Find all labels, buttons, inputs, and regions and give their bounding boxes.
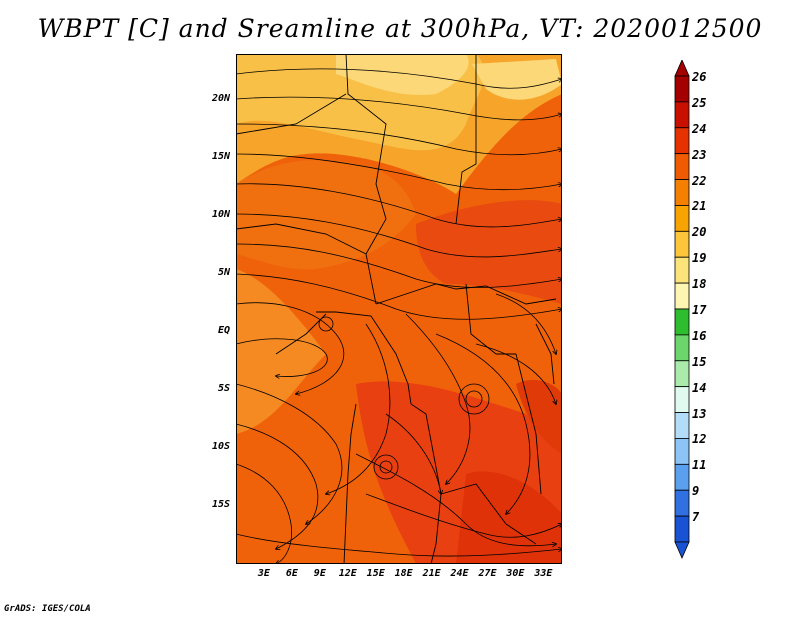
lon-tick-label: 24E [450,568,469,579]
colorbar-label: 12 [692,432,707,447]
lat-tick-label: 20N [211,93,230,105]
colorbar-swatch [674,438,690,465]
lat-tick-label: 15S [211,499,230,511]
map-canvas [236,54,562,564]
colorbar-top-arrow [674,60,690,77]
colorbar [674,60,690,559]
map-frame [236,54,562,564]
colorbar-label: 7 [692,510,700,525]
colorbar-label: 21 [692,199,707,214]
colorbar-label: 9 [692,484,700,499]
wbpt-band-23 [416,200,562,304]
colorbar-swatch [674,127,690,155]
colorbar-label: 19 [692,251,707,266]
lon-tick-label: 12E [338,568,357,579]
colorbar-swatch [674,230,690,258]
colorbar-swatch [674,489,690,517]
wbpt-band-19 [336,54,469,95]
wbpt-band-22 [236,160,416,270]
lat-tick-label: 15N [211,151,230,163]
colorbar-label: 23 [692,147,707,162]
colorbar-swatch [674,515,690,543]
country-borders [236,54,557,564]
lon-tick-label: 30E [506,568,525,579]
footer-credit: GrADS: IGES/COLA [4,604,91,614]
lon-tick-label: 9E [313,568,326,579]
lon-tick-label: 15E [366,568,385,579]
colorbar-swatch [674,282,690,310]
colorbar-swatch [674,308,690,336]
colorbar-swatch [674,205,690,232]
colorbar-swatch [674,101,690,129]
colorbar-label: 16 [692,328,707,343]
colorbar-label: 26 [692,70,707,84]
colorbar-swatch [674,75,690,103]
streamlines [236,68,562,564]
map-panel: 20N 15N 10N 5N EQ 5S 10S 15S 3E 6E 9E 12E 15E 18E 21E… [212,54,562,579]
colorbar-swatch [674,463,690,491]
chart-title: WBPT [C] and Sreamline at 300hPa, VT: 20… [37,14,763,43]
colorbar-label: 20 [692,225,707,240]
lon-tick-label: 18E [394,568,413,579]
colorbar-swatch [674,179,690,206]
colorbar-label: 18 [692,277,707,292]
lon-tick-label: 27E [478,568,497,579]
lat-tick-label: 10S [211,441,230,453]
colorbar-swatch [674,153,690,180]
colorbar-label: 25 [692,95,707,110]
colorbar-swatch [674,334,690,362]
lon-tick-label: 6E [285,568,298,579]
wbpt-band-24 [456,471,562,564]
colorbar-label: 17 [692,303,707,317]
lat-tick-label: 10N [211,209,230,221]
colorbar-swatch [674,360,690,388]
wbpt-band-22b [236,269,326,434]
colorbar-swatch [674,412,690,439]
lat-tick-label: 5S [217,383,230,395]
colorbar-label: 22 [692,173,707,188]
colorbar-label: 24 [692,121,707,136]
wbpt-band-19b [472,59,562,100]
colorbar-swatch [674,386,690,413]
lat-tick-label: EQ [217,325,230,337]
lat-tick-label: 5N [217,267,230,279]
colorbar-label: 15 [692,354,707,369]
colorbar-label: 13 [692,406,707,421]
colorbar-bottom-arrow [674,541,690,559]
lon-tick-label: 33E [534,568,553,579]
lon-tick-label: 21E [422,568,441,579]
colorbar-label: 14 [692,380,707,395]
colorbar-label: 11 [692,458,707,473]
colorbar-swatch [674,256,690,284]
lon-tick-label: 3E [257,568,270,579]
